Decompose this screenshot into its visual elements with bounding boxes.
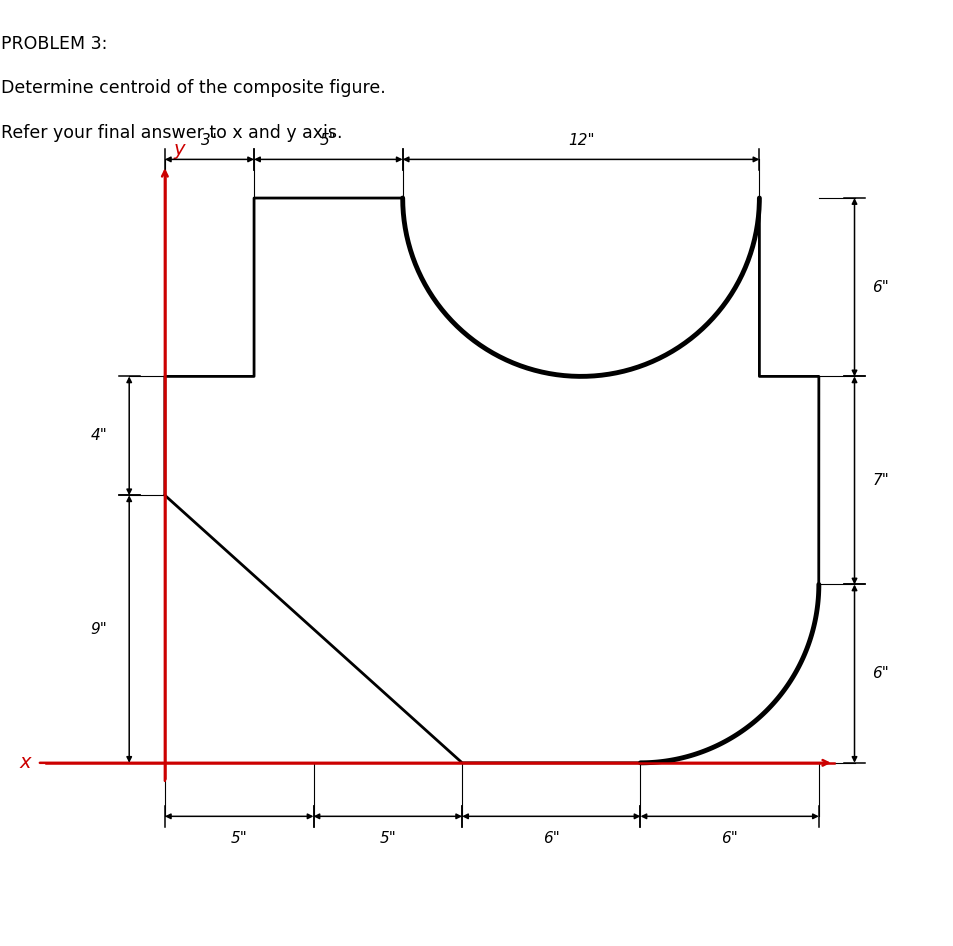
Text: 5": 5" <box>379 831 395 846</box>
Text: x: x <box>20 753 31 772</box>
Text: 3": 3" <box>201 132 217 148</box>
Text: 9": 9" <box>91 622 107 637</box>
Text: 5": 5" <box>231 831 248 846</box>
Text: 6": 6" <box>871 280 888 295</box>
Text: 7": 7" <box>871 473 888 488</box>
Text: Determine centroid of the composite figure.: Determine centroid of the composite figu… <box>1 79 386 97</box>
Text: 6": 6" <box>871 666 888 681</box>
Text: 12": 12" <box>567 132 594 148</box>
Text: PROBLEM 3:: PROBLEM 3: <box>1 35 108 53</box>
Text: 6": 6" <box>720 831 738 846</box>
Text: 5": 5" <box>319 132 336 148</box>
Polygon shape <box>165 198 818 762</box>
Text: 6": 6" <box>542 831 559 846</box>
Text: y: y <box>173 140 185 159</box>
Text: Refer your final answer to x and y axis.: Refer your final answer to x and y axis. <box>1 124 342 142</box>
Text: 4": 4" <box>91 429 107 444</box>
